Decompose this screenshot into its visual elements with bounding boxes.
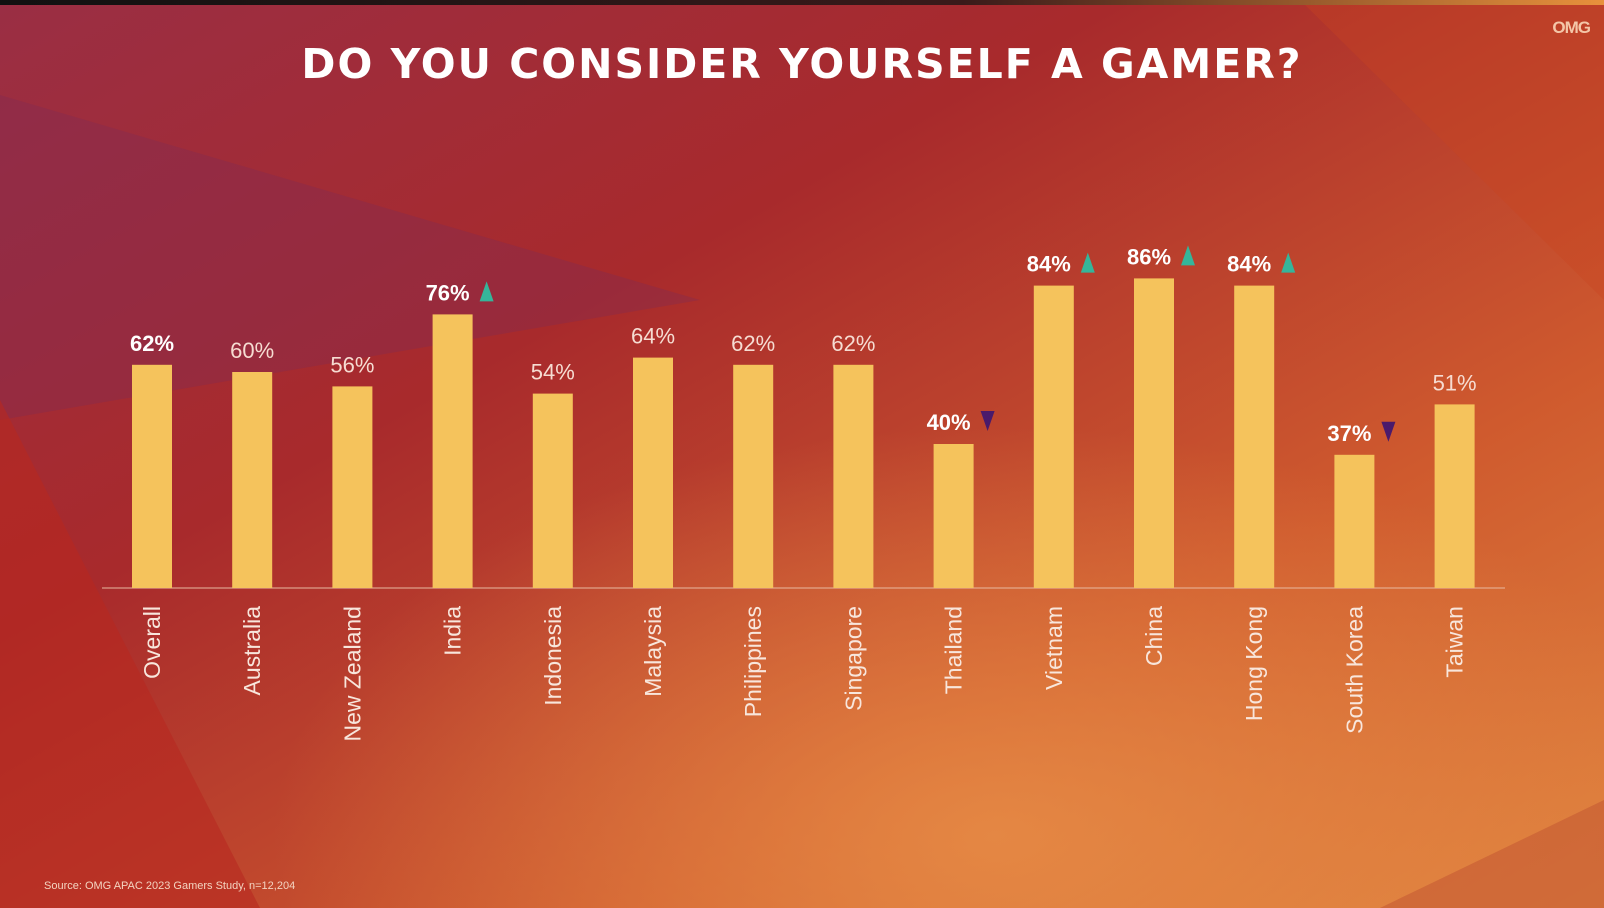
up-arrow-icon — [1281, 252, 1296, 273]
data-label: 40% — [927, 410, 971, 435]
bar — [633, 357, 673, 588]
data-label: 62% — [130, 331, 174, 356]
bar — [332, 386, 373, 588]
category-label: Philippines — [740, 606, 766, 717]
omg-logo: OMG — [1552, 18, 1591, 37]
data-label: 56% — [330, 352, 374, 377]
bar — [933, 444, 974, 588]
category-label: Hong Kong — [1241, 606, 1267, 721]
bar — [1033, 285, 1074, 588]
category-label: China — [1141, 606, 1167, 666]
category-label: Indonesia — [540, 606, 566, 706]
data-label: 51% — [1433, 370, 1477, 395]
data-label: 60% — [230, 338, 274, 363]
bar — [1134, 278, 1174, 588]
category-label: Overall — [139, 606, 165, 679]
bar — [432, 314, 473, 588]
data-label: 54% — [531, 360, 575, 385]
data-label: 84% — [1227, 252, 1271, 277]
data-label: 86% — [1127, 244, 1171, 269]
category-label: Malaysia — [640, 606, 666, 697]
up-arrow-icon — [1080, 252, 1095, 273]
bar — [1334, 454, 1375, 588]
down-arrow-icon — [980, 411, 995, 431]
category-label: Thailand — [941, 606, 967, 694]
bar — [733, 364, 774, 588]
down-arrow-icon — [1381, 421, 1396, 442]
category-label: India — [440, 606, 466, 656]
category-label: New Zealand — [339, 606, 365, 742]
source-note: Source: OMG APAC 2023 Gamers Study, n=12… — [44, 880, 296, 892]
category-label: Singapore — [840, 606, 866, 711]
bar — [532, 393, 573, 588]
bar — [1234, 285, 1275, 588]
data-label: 64% — [631, 324, 675, 349]
data-label: 76% — [426, 280, 470, 305]
bar — [232, 372, 273, 588]
bar — [132, 364, 172, 588]
data-label: 84% — [1027, 252, 1071, 277]
category-label: Vietnam — [1041, 606, 1067, 690]
chart-title: DO YOU CONSIDER YOURSELF A GAMER? — [301, 40, 1303, 88]
data-label: 62% — [831, 331, 875, 356]
up-arrow-icon — [479, 281, 494, 302]
category-label: Taiwan — [1442, 606, 1468, 678]
bar — [1434, 404, 1475, 588]
data-label: 37% — [1327, 421, 1371, 446]
bar — [833, 364, 874, 588]
category-label: Australia — [239, 606, 265, 696]
category-label: South Korea — [1341, 606, 1367, 734]
data-label: 62% — [731, 331, 775, 356]
top-accent-strip — [0, 0, 1604, 5]
up-arrow-icon — [1181, 245, 1195, 266]
